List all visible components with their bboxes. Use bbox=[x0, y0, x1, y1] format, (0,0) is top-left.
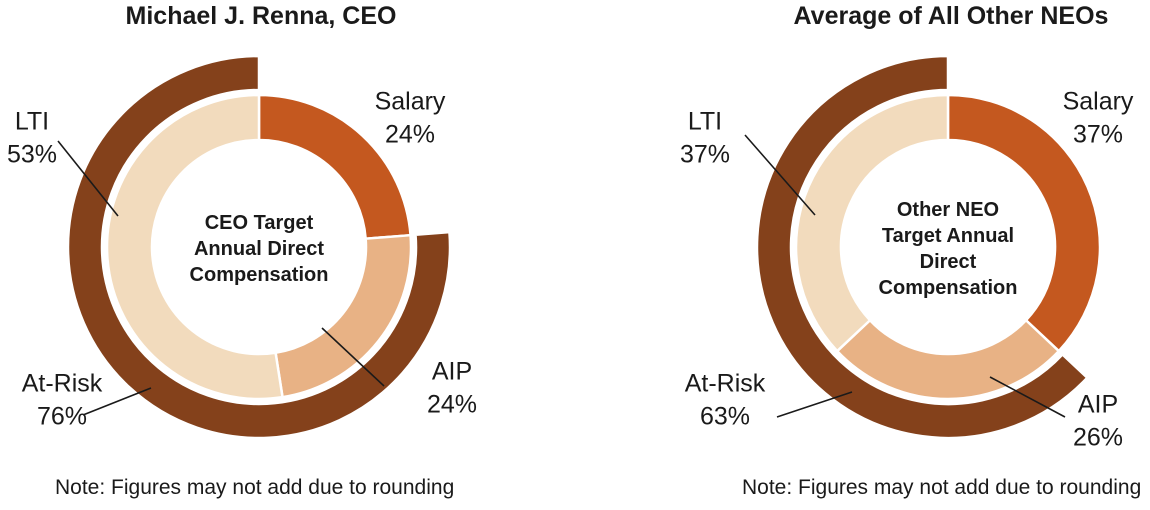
chart-0-leader-line-at-risk bbox=[82, 387, 152, 416]
chart-0-label-lti: LTI 53% bbox=[6, 107, 58, 169]
chart-title-ceo: Michael J. Renna, CEO bbox=[125, 2, 397, 30]
chart-0-label-aip: AIP 24% bbox=[426, 357, 478, 419]
chart-0-label-salary: Salary 24% bbox=[374, 87, 446, 149]
center-text-other-neos: Other NEO Target Annual Direct Compensat… bbox=[878, 199, 1018, 299]
chart-1-label-lti: LTI 37% bbox=[679, 107, 731, 169]
chart-0-label-at-risk: At-Risk 76% bbox=[21, 369, 103, 431]
chart-1-leader-line-lti bbox=[744, 134, 816, 216]
chart-1-leader-line-at-risk bbox=[776, 391, 853, 418]
chart-1-ring-at-risk bbox=[755, 54, 1089, 440]
chart-1-leader-line-aip bbox=[989, 376, 1066, 418]
chart-1-wedge-lti bbox=[794, 93, 950, 353]
chart-0-ring-at-risk bbox=[66, 54, 452, 440]
chart-title-other-neos: Average of All Other NEOs bbox=[793, 2, 1109, 30]
chart-1-label-salary: Salary 37% bbox=[1062, 87, 1134, 149]
note-right: Note: Figures may not add due to roundin… bbox=[742, 476, 1142, 499]
chart-1-label-at-risk: At-Risk 63% bbox=[684, 369, 766, 431]
chart-0-leader-line-lti bbox=[57, 140, 119, 217]
note-left: Note: Figures may not add due to roundin… bbox=[55, 476, 455, 499]
chart-0-leader-line-aip bbox=[321, 327, 385, 387]
chart-1-label-aip: AIP 26% bbox=[1072, 390, 1124, 452]
center-text-ceo: CEO Target Annual Direct Compensation bbox=[189, 212, 329, 286]
chart-1-wedge-salary bbox=[946, 93, 1102, 353]
chart-0-wedge-lti bbox=[105, 93, 284, 401]
